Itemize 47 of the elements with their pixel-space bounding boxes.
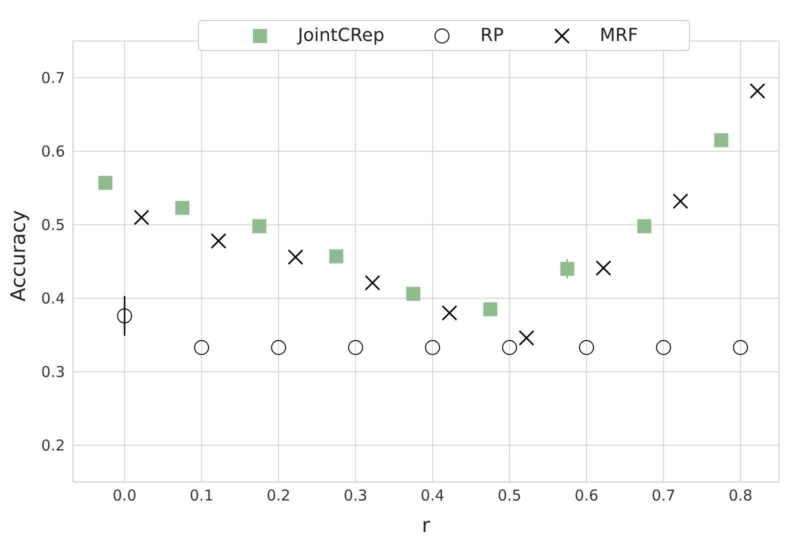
point — [288, 249, 304, 265]
point — [194, 340, 210, 355]
point — [656, 340, 672, 355]
point — [733, 340, 748, 355]
legend-label: JointCRep — [298, 25, 384, 46]
point — [750, 83, 766, 99]
point — [98, 176, 112, 190]
x-tick-label: 0.3 — [344, 486, 368, 505]
legend-label: RP — [480, 25, 504, 46]
x-tick-label: 0.6 — [574, 486, 598, 505]
point — [518, 330, 534, 346]
point — [271, 340, 286, 355]
point — [579, 340, 594, 355]
x-tick-label: 0.7 — [652, 486, 676, 505]
y-tick-label: 0.2 — [41, 436, 65, 455]
point — [134, 210, 150, 226]
point — [483, 302, 498, 316]
y-tick-label: 0.7 — [41, 69, 65, 88]
x-tick-label: 0.4 — [420, 486, 444, 505]
x-axis-title: r — [422, 513, 431, 537]
x-tick-label: 0.0 — [112, 486, 137, 505]
x-tick-label: 0.1 — [190, 486, 214, 505]
point — [714, 133, 728, 148]
point — [425, 340, 440, 355]
point — [442, 305, 458, 321]
y-axis-title: Accuracy — [6, 210, 30, 302]
y-tick-label: 0.6 — [41, 142, 65, 161]
x-tick-label: 0.2 — [266, 486, 290, 505]
point — [175, 200, 190, 215]
y-tick-label: 0.5 — [41, 216, 65, 234]
point — [117, 308, 132, 324]
point — [502, 340, 518, 355]
point — [672, 193, 688, 210]
y-tick-label: 0.3 — [41, 363, 65, 382]
point — [596, 260, 612, 276]
y-tick-label: 0.4 — [41, 290, 65, 308]
point — [560, 262, 574, 276]
point — [406, 286, 420, 301]
point — [252, 219, 266, 234]
x-tick-label: 0.8 — [728, 486, 752, 505]
point — [348, 340, 364, 355]
legend-label: MRF — [600, 25, 638, 46]
point — [364, 275, 380, 291]
point — [637, 219, 652, 234]
point — [329, 249, 344, 264]
x-tick-label: 0.5 — [498, 486, 522, 505]
point — [210, 233, 226, 249]
